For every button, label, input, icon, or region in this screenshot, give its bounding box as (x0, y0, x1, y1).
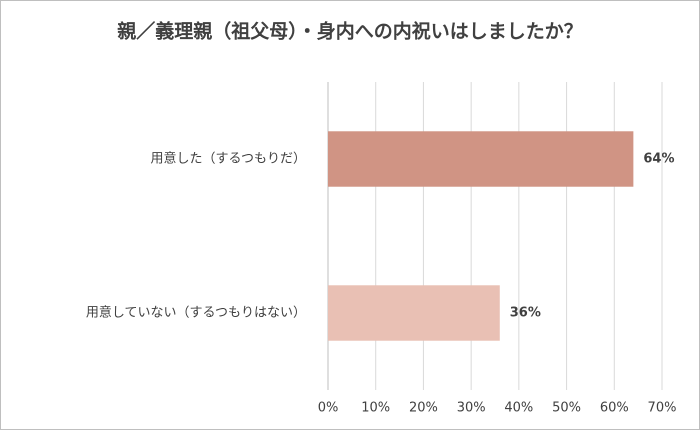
y-tick-label: 用意していない（するつもりはない） (86, 305, 306, 321)
bar (328, 285, 500, 341)
chart-title: 親／義理親（祖父母）・身内への内祝いはしましたか？ (117, 20, 583, 43)
bar (328, 131, 634, 187)
value-label: 64% (643, 152, 674, 167)
y-tick-label: 用意した（するつもりだ） (151, 151, 306, 167)
x-tick-label: 30% (457, 401, 486, 416)
x-tick-label: 70% (648, 401, 677, 416)
x-tick-label: 50% (552, 401, 581, 416)
x-tick-label: 0% (318, 401, 339, 416)
x-tick-label: 60% (600, 401, 629, 416)
x-tick-label: 40% (504, 401, 533, 416)
x-tick-label: 20% (409, 401, 438, 416)
value-label: 36% (510, 306, 541, 321)
x-tick-label: 10% (361, 401, 390, 416)
